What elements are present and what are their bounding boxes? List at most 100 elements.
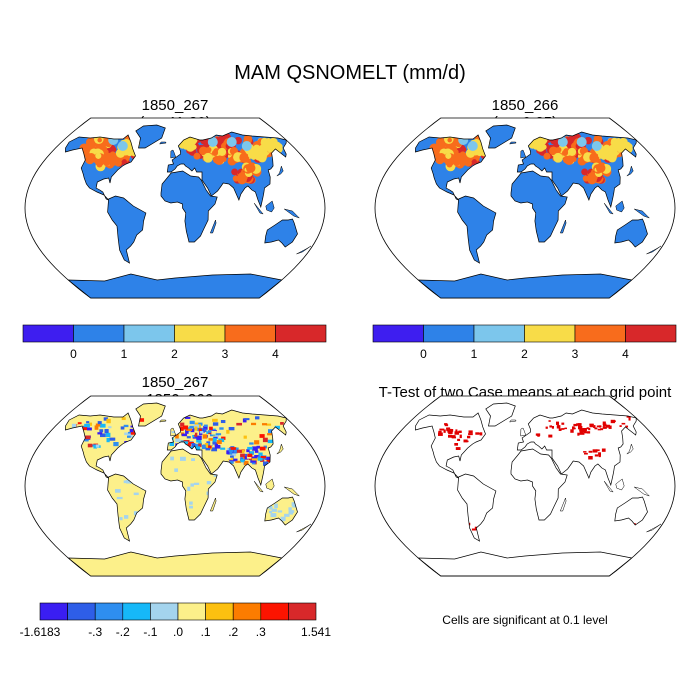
- significant-cell: [593, 425, 596, 429]
- coastline-jp: [276, 443, 284, 455]
- difference-cell: [95, 444, 100, 448]
- difference-cell: [208, 445, 212, 449]
- colorbar-box: [224, 324, 276, 343]
- coastline-sa: [457, 473, 497, 542]
- difference-cell: [205, 447, 211, 451]
- difference-cell: [175, 439, 182, 442]
- colorbar-box: [122, 602, 151, 621]
- significant-cell: [556, 425, 561, 429]
- significant-cell: [463, 439, 468, 443]
- colorbar-tick-label: 2: [171, 347, 178, 361]
- significant-cell: [612, 420, 616, 423]
- snowmelt-cell: [608, 147, 618, 157]
- coastline-gr: [135, 402, 166, 427]
- difference-cell: [226, 429, 230, 434]
- colorbar-box: [205, 602, 234, 621]
- difference-cell: [86, 421, 90, 424]
- difference-cell: [266, 459, 273, 463]
- colorbar-tick-label: 0: [70, 347, 77, 361]
- difference-cell: [119, 517, 123, 521]
- difference-cell: [220, 447, 226, 450]
- difference-cell: [279, 519, 285, 522]
- difference-cell: [210, 433, 214, 437]
- difference-cell: [242, 418, 247, 423]
- snowmelt-cell: [593, 134, 603, 144]
- snowmelt-cell: [618, 144, 624, 150]
- difference-cell: [99, 423, 106, 428]
- snowmelt-cell: [591, 141, 602, 151]
- difference-cell: [106, 438, 110, 443]
- coastline-af: [510, 448, 568, 521]
- significant-cell: [578, 426, 583, 430]
- difference-cell: [209, 426, 213, 430]
- snowmelt-cell: [453, 141, 458, 147]
- coastline-sa: [107, 473, 147, 542]
- significant-cell: [584, 452, 588, 455]
- significant-cell: [556, 421, 560, 425]
- difference-cell: [120, 426, 125, 430]
- snowmelt-cell: [557, 137, 568, 147]
- snowmelt-cell: [202, 147, 209, 154]
- coastline-na: [65, 412, 136, 479]
- colorbar-panel1: 0 1 2 3 4: [22, 324, 327, 361]
- significant-cell: [588, 456, 593, 460]
- coastline-nz: [296, 523, 312, 533]
- significant-cell: [577, 423, 582, 427]
- colorbar-tick-label: 3: [572, 347, 579, 361]
- difference-cell: [232, 452, 236, 457]
- landmass-af: [161, 171, 218, 242]
- snowmelt-cell: [581, 168, 588, 176]
- map-panel-ttest: [374, 395, 676, 577]
- significant-cell: [594, 454, 599, 457]
- difference-cell: [123, 480, 129, 484]
- difference-cell: [269, 506, 273, 510]
- colorbar-tick-label: 1: [471, 347, 478, 361]
- coastline-ic: [159, 141, 167, 145]
- colorbar-box: [232, 602, 262, 621]
- snowmelt-cell: [241, 141, 252, 151]
- difference-cell: [189, 501, 193, 505]
- colorbar-box: [39, 602, 68, 621]
- difference-cell: [212, 437, 217, 442]
- colorbar-box: [22, 324, 74, 343]
- snowmelt-cell: [217, 147, 227, 156]
- difference-cell: [115, 489, 121, 493]
- difference-cell: [93, 444, 97, 449]
- significance-note: Cells are significant at 0.1 level: [442, 613, 608, 627]
- difference-cell: [257, 457, 263, 461]
- significant-cell: [458, 430, 462, 433]
- difference-cell: [268, 429, 274, 434]
- snowmelt-cell: [552, 147, 559, 154]
- colorbar-box: [150, 602, 179, 621]
- significant-cell: [588, 427, 591, 431]
- coastline-su: [603, 480, 614, 493]
- difference-cell: [221, 436, 226, 440]
- difference-cell: [87, 427, 92, 431]
- coastline-au: [614, 218, 648, 248]
- difference-cell: [214, 444, 221, 449]
- difference-cell: [227, 455, 232, 459]
- snowmelt-cell: [103, 141, 108, 147]
- landmass-bo: [615, 201, 625, 212]
- coastline-uk: [170, 149, 177, 159]
- difference-cell: [138, 418, 145, 422]
- difference-cell: [129, 428, 134, 433]
- colorbar-box: [288, 602, 317, 621]
- difference-cell: [266, 423, 272, 426]
- difference-cell: [95, 423, 101, 427]
- significant-cell: [549, 425, 553, 428]
- difference-cell: [269, 517, 273, 520]
- difference-cell: [97, 432, 103, 435]
- difference-cell: [240, 458, 245, 463]
- significant-cell: [561, 422, 565, 425]
- difference-cell: [198, 428, 202, 432]
- snowmelt-cell: [121, 159, 127, 165]
- difference-cell: [185, 429, 189, 434]
- landmass-ng: [284, 209, 300, 218]
- coastline-af: [160, 170, 218, 243]
- difference-cell: [103, 417, 108, 421]
- coastline-nz: [646, 245, 662, 255]
- difference-cell: [168, 471, 173, 477]
- difference-cell: [228, 427, 235, 431]
- coastline-an: [417, 273, 633, 299]
